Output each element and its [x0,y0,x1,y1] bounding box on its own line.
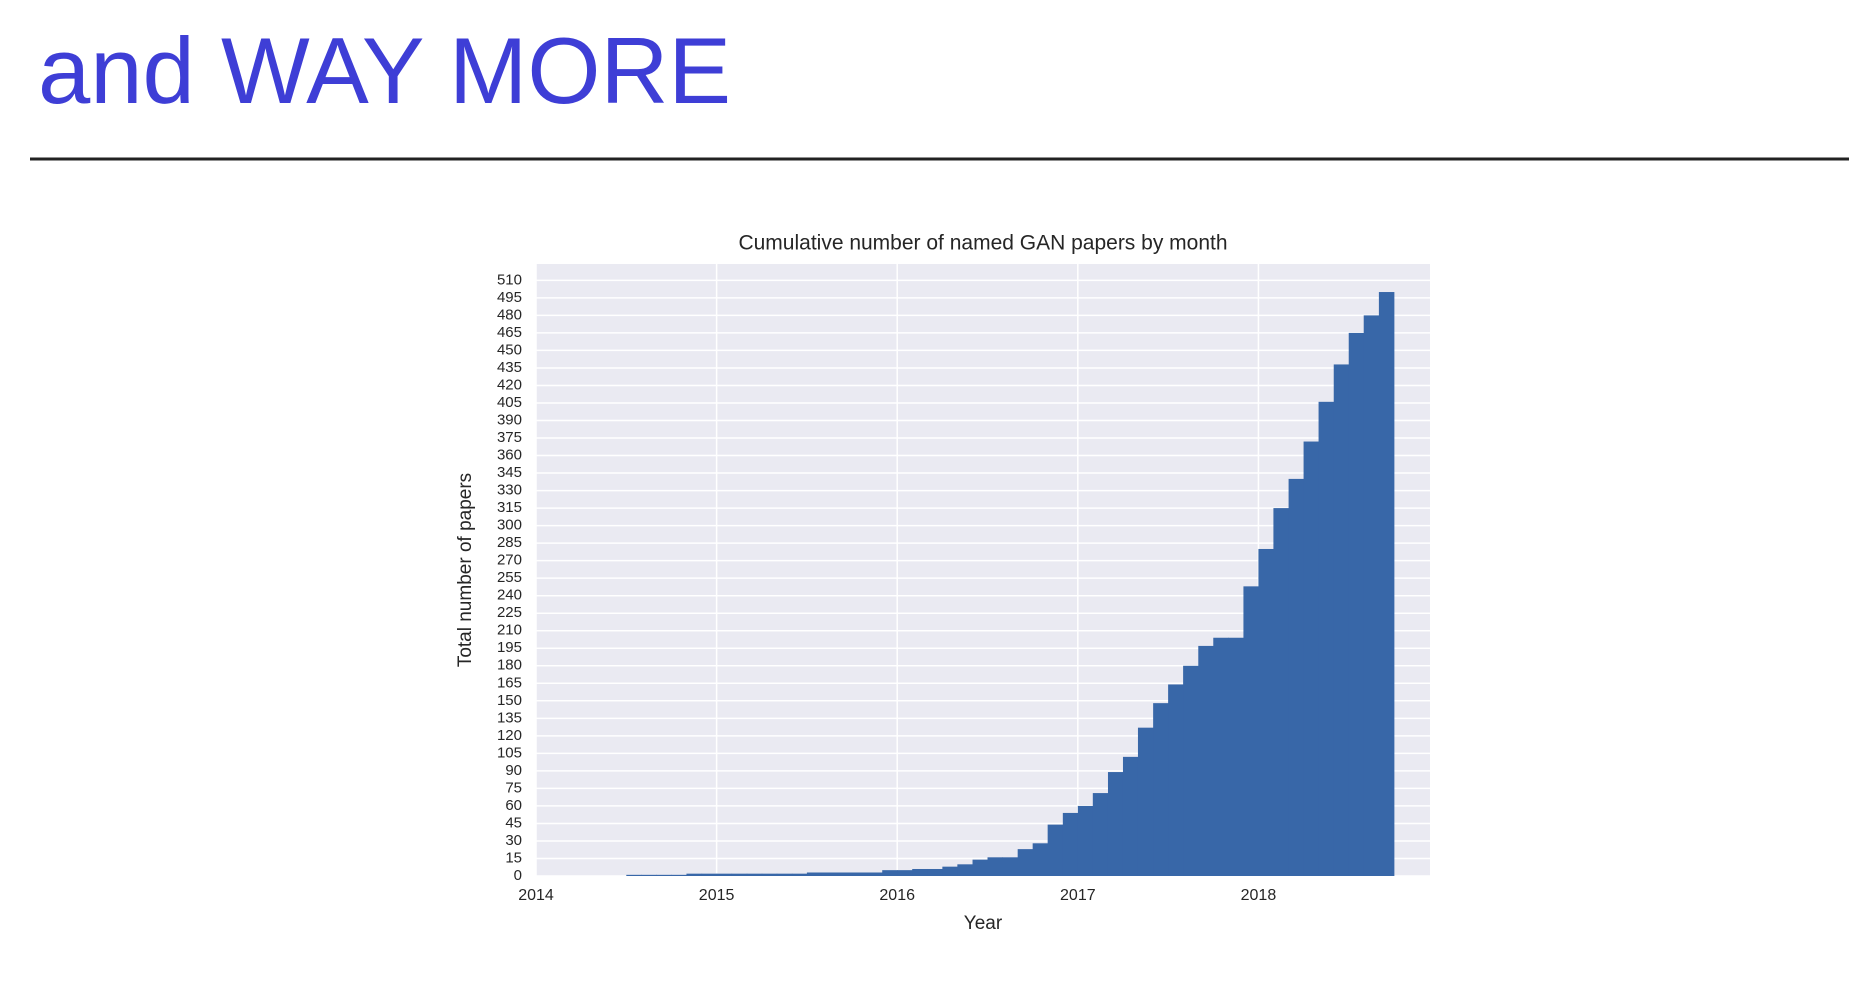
bar [1213,637,1229,876]
bar [1017,849,1034,876]
x-tick-label: 2015 [699,887,735,904]
bar [791,873,808,876]
bar [641,874,657,876]
bar [1273,508,1290,876]
y-tick-label: 90 [505,762,522,779]
bar [1228,637,1244,876]
x-axis-label: Year [964,913,1003,934]
bar [882,870,898,876]
y-tick-label: 0 [514,867,522,884]
bar [942,866,958,876]
bar [1062,812,1079,876]
y-tick-label: 135 [497,709,522,726]
y-tick-label: 240 [497,587,522,604]
y-tick-label: 465 [497,324,522,341]
y-tick-label: 345 [497,464,522,481]
y-tick-label: 255 [497,569,522,586]
bar [1077,805,1094,876]
bar [1047,824,1064,876]
y-tick-label: 105 [497,744,522,761]
y-tick-label: 435 [497,359,522,376]
bar [1378,292,1395,877]
bar [626,874,642,876]
bar [912,868,928,876]
bar [1333,364,1350,876]
y-tick-label: 195 [497,639,522,656]
y-tick-label: 390 [497,411,522,428]
bar [1032,843,1049,876]
y-tick-label: 420 [497,376,522,393]
slide-title: and WAY MORE [38,18,731,123]
y-tick-label: 45 [505,814,522,831]
bar [686,873,703,876]
y-tick-label: 210 [497,622,522,639]
bar [1243,586,1259,876]
y-tick-label: 405 [497,394,522,411]
y-tick-label: 15 [505,849,522,866]
x-tick-label: 2017 [1060,887,1096,904]
x-tick-label: 2018 [1241,887,1277,904]
y-tick-label: 480 [497,306,522,323]
y-axis-label: Total number of papers [455,473,476,667]
bar [776,873,793,876]
bar [656,874,672,876]
y-tick-label: 510 [497,271,522,288]
y-tick-label: 30 [505,832,522,849]
bar [821,872,838,876]
y-tick-label: 330 [497,482,522,499]
y-tick-label: 375 [497,429,522,446]
bar [1318,401,1335,876]
bar [1258,548,1274,876]
bar [837,872,853,876]
bar [1092,793,1109,876]
x-tick-label: 2016 [879,887,915,904]
bar [671,874,687,876]
bar [1183,665,1199,876]
bar [972,859,989,876]
y-tick-label: 60 [505,797,522,814]
bar [746,873,763,876]
bar [1363,315,1380,877]
y-tick-label: 225 [497,604,522,621]
chart-title: Cumulative number of named GAN papers by… [738,232,1227,255]
bar [1153,703,1169,876]
bar [1122,756,1139,876]
bar [761,873,778,876]
bar [1107,772,1124,876]
bar [927,868,943,876]
x-tick-label: 2014 [518,887,554,904]
y-tick-label: 120 [497,727,522,744]
bar [701,873,718,876]
y-tick-label: 270 [497,552,522,569]
bar [1303,441,1320,876]
y-tick-label: 165 [497,674,522,691]
bar [897,870,913,876]
bar [1002,857,1019,876]
y-tick-label: 300 [497,517,522,534]
bar [852,872,868,876]
bar [1168,684,1184,876]
bar [1348,332,1365,876]
bar [1137,727,1154,876]
y-tick-label: 180 [497,657,522,674]
bar [987,857,1004,876]
y-tick-label: 315 [497,499,522,516]
y-tick-label: 360 [497,447,522,464]
bar [731,873,748,876]
bar [716,873,733,876]
y-tick-label: 285 [497,534,522,551]
bar [957,864,974,876]
y-tick-label: 450 [497,341,522,358]
bar [1198,645,1214,876]
y-tick-label: 495 [497,289,522,306]
bar [1288,478,1305,876]
bar [806,872,823,876]
y-tick-label: 150 [497,692,522,709]
bar [867,872,883,876]
y-tick-label: 75 [505,779,522,796]
